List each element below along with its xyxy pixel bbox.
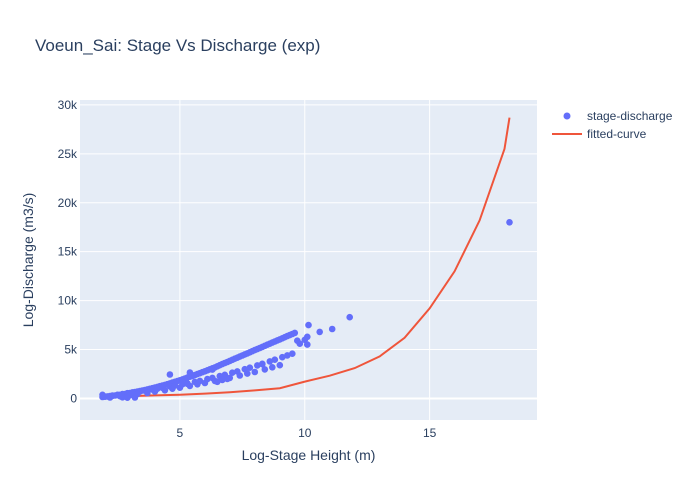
tick-labels: 5 10 15 0 5k 10k 15k 20k 25k 30k [58,98,437,440]
scatter-point [279,353,286,361]
scatter-point [151,388,159,395]
scatter-point [316,328,324,336]
scatter-point [194,381,201,388]
scatter-point [169,385,176,393]
scatter-point [186,369,194,376]
x-tick-label: 5 [177,426,184,440]
scatter-point [119,394,126,401]
scatter-point [259,360,266,368]
legend-label-stage-discharge: stage-discharge [587,109,673,123]
chart-title: Voeun_Sai: Stage Vs Discharge (exp) [35,36,320,55]
scatter-point [144,389,151,397]
scatter-point [253,362,261,369]
scatter-point [261,366,269,373]
y-tick-label: 5k [64,343,78,357]
scatter-point [224,375,231,383]
scatter-point [106,394,114,401]
scatter-point [296,340,304,348]
legend-item-fitted-curve[interactable]: fitted-curve [552,127,647,141]
scatter-point [161,387,169,394]
scatter-point [269,364,276,371]
scatter-point [229,369,236,377]
scatter-point [124,394,131,402]
x-tick-label: 15 [423,426,437,440]
legend-label-fitted-curve: fitted-curve [587,127,647,141]
scatter-point [304,341,311,348]
y-tick-label: 10k [58,294,78,308]
y-tick-label: 20k [58,196,78,210]
y-axis-title: Log-Discharge (m3/s) [20,193,36,328]
y-tick-label: 25k [58,147,78,161]
scatter-point [266,358,274,365]
legend-item-stage-discharge[interactable]: stage-discharge [563,109,673,123]
scatter-point [246,364,254,372]
scatter-points-layer [99,219,513,402]
scatter-point [291,329,299,337]
y-tick-label: 15k [58,245,78,259]
scatter-point [271,356,279,364]
scatter-point [244,370,251,377]
scatter-point [346,313,354,321]
scatter-point [328,325,336,333]
scatter-point [276,361,284,369]
y-tick-label: 30k [58,98,78,112]
y-tick-label: 0 [70,391,77,405]
scatter-point [201,379,209,387]
scatter-point [209,366,216,373]
fitted-curve-line [102,117,511,398]
scatter-point [214,378,221,386]
scatter-point [251,368,259,376]
scatter-point [284,352,291,359]
scatter-point [304,333,311,341]
legend-marker-scatter [563,112,571,120]
scatter-point [176,384,184,392]
scatter-point [131,394,139,401]
scatter-point [305,321,312,329]
legend[interactable]: stage-discharge fitted-curve [552,109,673,141]
scatter-point [184,380,191,388]
x-axis-title: Log-Stage Height (m) [242,447,376,463]
x-tick-label: 10 [298,426,312,440]
scatter-point [506,219,513,226]
scatter-point [236,372,244,379]
scatter-point [219,376,226,384]
scatter-point [289,350,296,358]
grid-lines [80,100,537,420]
scatter-point [166,371,174,378]
fitted-curve-layer [102,117,511,398]
plot-area [80,100,537,420]
scatter-point [99,391,106,399]
